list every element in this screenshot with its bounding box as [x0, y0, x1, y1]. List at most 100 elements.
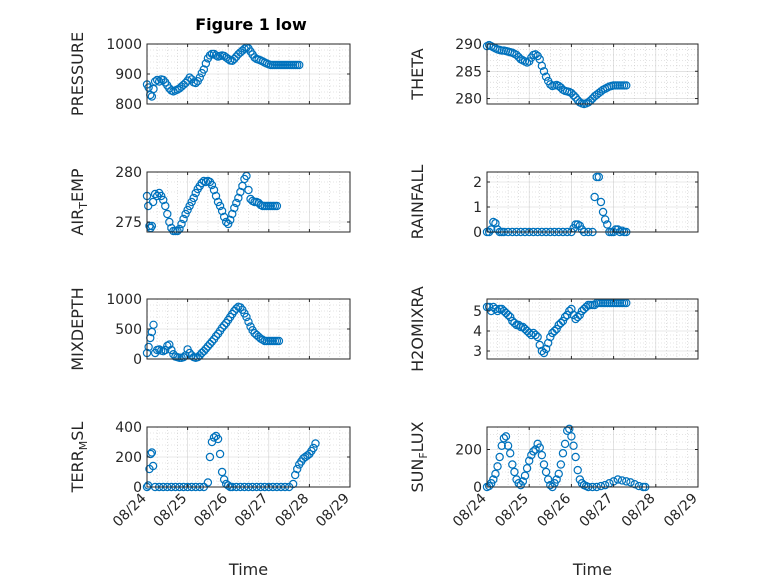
data-point — [543, 475, 553, 484]
data-point — [558, 316, 568, 326]
data-point — [181, 78, 190, 88]
data-point — [573, 312, 582, 322]
data-point — [514, 320, 523, 330]
data-point — [165, 340, 174, 349]
data-point — [207, 337, 217, 346]
data-point — [590, 192, 599, 202]
data-point — [512, 50, 521, 60]
y-axis-label: RAINFALL — [408, 165, 427, 240]
axes-box — [146, 171, 351, 233]
y-axis-label: TERRMSL — [68, 422, 90, 494]
data-point — [600, 480, 610, 490]
data-point — [573, 465, 582, 475]
data-point — [531, 445, 540, 454]
y-tick-label: 280 — [455, 92, 482, 108]
data-point — [219, 321, 229, 330]
axes-box — [486, 298, 699, 360]
data-point — [148, 197, 158, 207]
data-point — [567, 88, 576, 98]
data-point — [213, 434, 223, 444]
data-point — [501, 432, 511, 441]
y-tick-label: 1000 — [106, 292, 142, 308]
data-point — [144, 342, 153, 352]
data-point — [230, 54, 239, 64]
y-axis-label: H2OMIXRA — [408, 286, 427, 372]
data-point — [634, 481, 644, 491]
data-point — [159, 75, 168, 85]
data-point — [489, 217, 498, 227]
data-point — [185, 201, 194, 211]
data-point — [187, 197, 196, 207]
data-point — [223, 481, 233, 490]
data-point — [546, 332, 555, 342]
data-point — [503, 310, 513, 320]
data-point — [209, 185, 219, 195]
y-tick-label: 0 — [133, 480, 142, 496]
data-point — [539, 348, 549, 358]
y-tick-label: 5 — [473, 304, 482, 320]
data-point — [147, 448, 157, 457]
data-point — [230, 203, 239, 213]
y-tick-label: 400 — [115, 420, 142, 436]
data-point — [503, 441, 513, 450]
data-point — [290, 470, 300, 480]
axes-box — [486, 171, 699, 233]
data-point — [199, 65, 209, 74]
data-series — [482, 298, 631, 358]
data-point — [228, 209, 237, 219]
data-series — [142, 43, 304, 101]
data-point — [293, 464, 302, 474]
y-tick-label: 280 — [115, 165, 142, 181]
data-point — [575, 310, 585, 320]
axes-box — [486, 43, 699, 105]
data-point — [154, 77, 164, 86]
y-tick-label: 0 — [473, 480, 482, 496]
y-tick-label: 4 — [473, 324, 482, 340]
data-point — [493, 462, 502, 471]
data-point — [258, 335, 267, 344]
data-point — [520, 471, 530, 480]
data-point — [541, 467, 551, 477]
data-point — [506, 312, 515, 322]
data-point — [234, 193, 243, 203]
data-point — [539, 460, 549, 469]
data-point — [232, 304, 241, 313]
data-point — [201, 59, 211, 68]
data-point — [491, 469, 500, 479]
data-point — [522, 464, 532, 473]
data-point — [295, 60, 304, 70]
data-point — [232, 198, 241, 208]
x-axis-label: Time — [228, 560, 268, 579]
data-point — [154, 345, 164, 354]
data-point — [215, 201, 225, 211]
data-point — [203, 478, 213, 487]
grid-lines — [146, 43, 351, 105]
data-point — [598, 207, 608, 217]
data-point — [205, 452, 215, 462]
y-tick-label: 2 — [473, 175, 482, 191]
y-tick-label: 200 — [455, 443, 482, 459]
data-point — [209, 433, 219, 442]
data-point — [189, 193, 198, 203]
data-point — [510, 318, 519, 328]
data-point — [552, 475, 561, 484]
figure-title: Figure 1 low — [195, 15, 307, 34]
data-point — [622, 81, 631, 90]
y-tick-label: 0 — [473, 225, 482, 241]
data-point — [539, 67, 549, 76]
grid-lines — [486, 171, 699, 233]
data-point — [244, 317, 253, 326]
data-point — [567, 432, 576, 441]
data-point — [144, 83, 153, 92]
data-point — [600, 215, 610, 224]
data-point — [226, 215, 235, 225]
data-point — [244, 185, 253, 195]
data-point — [541, 72, 551, 81]
data-point — [573, 220, 582, 229]
data-point — [560, 439, 570, 449]
y-tick-label: 800 — [115, 97, 142, 113]
data-point — [531, 330, 540, 340]
data-point — [603, 220, 612, 229]
y-tick-label: 275 — [115, 215, 142, 231]
data-point — [242, 312, 251, 322]
